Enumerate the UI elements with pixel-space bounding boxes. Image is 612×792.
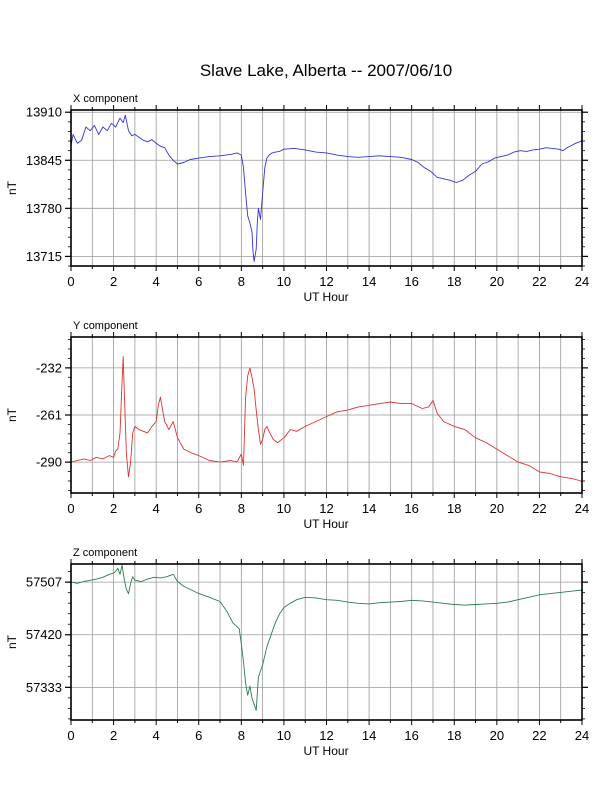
x-tick-label: 16 xyxy=(404,501,418,516)
x-axis-label: UT Hour xyxy=(303,744,348,758)
x-tick-label: 20 xyxy=(490,728,504,743)
y-tick-label: 57420 xyxy=(26,627,62,642)
series-line xyxy=(70,356,583,483)
x-tick-label: 0 xyxy=(67,728,74,743)
y-tick-label: 57507 xyxy=(26,575,62,590)
x-tick-label: 0 xyxy=(67,274,74,289)
x-tick-label: 18 xyxy=(447,274,461,289)
x-tick-label: 10 xyxy=(277,728,291,743)
y-axis-label: nT xyxy=(5,407,19,422)
x-tick-label: 6 xyxy=(195,728,202,743)
y-axis-label: nT xyxy=(5,180,19,195)
x-tick-label: 24 xyxy=(575,501,589,516)
x-tick-label: 8 xyxy=(238,501,245,516)
x-tick-label: 6 xyxy=(195,501,202,516)
x-tick-label: 14 xyxy=(362,728,376,743)
x-tick-label: 14 xyxy=(362,501,376,516)
series-line xyxy=(70,564,583,711)
y-tick-label: 13715 xyxy=(26,249,62,264)
x-tick-label: 6 xyxy=(195,274,202,289)
y-tick-label: 57333 xyxy=(26,680,62,695)
x-tick-label: 24 xyxy=(575,728,589,743)
x-tick-label: 4 xyxy=(153,274,160,289)
x-tick-label: 12 xyxy=(319,728,333,743)
x-tick-label: 22 xyxy=(532,274,546,289)
chart-title: Slave Lake, Alberta -- 2007/06/10 xyxy=(200,61,452,80)
x-tick-label: 22 xyxy=(532,501,546,516)
x-tick-label: 22 xyxy=(532,728,546,743)
x-tick-label: 18 xyxy=(447,501,461,516)
x-tick-label: 2 xyxy=(110,501,117,516)
y-axis-label: nT xyxy=(5,634,19,649)
y-tick-label: -261 xyxy=(36,408,62,423)
x-tick-label: 16 xyxy=(404,274,418,289)
x-axis-label: UT Hour xyxy=(303,290,348,304)
x-tick-label: 12 xyxy=(319,501,333,516)
series-line xyxy=(70,114,583,263)
x-tick-label: 2 xyxy=(110,274,117,289)
x-tick-label: 10 xyxy=(277,274,291,289)
x-tick-label: 18 xyxy=(447,728,461,743)
x-tick-label: 0 xyxy=(67,501,74,516)
x-tick-label: 8 xyxy=(238,728,245,743)
y-tick-label: 13845 xyxy=(26,153,62,168)
y-tick-label: 13910 xyxy=(26,105,62,120)
x-tick-label: 8 xyxy=(238,274,245,289)
panel-label: Y component xyxy=(73,320,138,332)
x-tick-label: 10 xyxy=(277,501,291,516)
x-tick-label: 2 xyxy=(110,728,117,743)
x-tick-label: 14 xyxy=(362,274,376,289)
x-tick-label: 4 xyxy=(153,728,160,743)
y-tick-label: 13780 xyxy=(26,201,62,216)
panel-label: Z component xyxy=(73,547,137,559)
y-tick-label: -232 xyxy=(36,360,62,375)
x-tick-label: 16 xyxy=(404,728,418,743)
y-tick-label: -290 xyxy=(36,455,62,470)
x-tick-label: 20 xyxy=(490,501,504,516)
x-tick-label: 24 xyxy=(575,274,589,289)
x-tick-label: 20 xyxy=(490,274,504,289)
panel-label: X component xyxy=(73,93,138,105)
x-tick-label: 12 xyxy=(319,274,333,289)
x-tick-label: 4 xyxy=(153,501,160,516)
x-axis-label: UT Hour xyxy=(303,517,348,531)
